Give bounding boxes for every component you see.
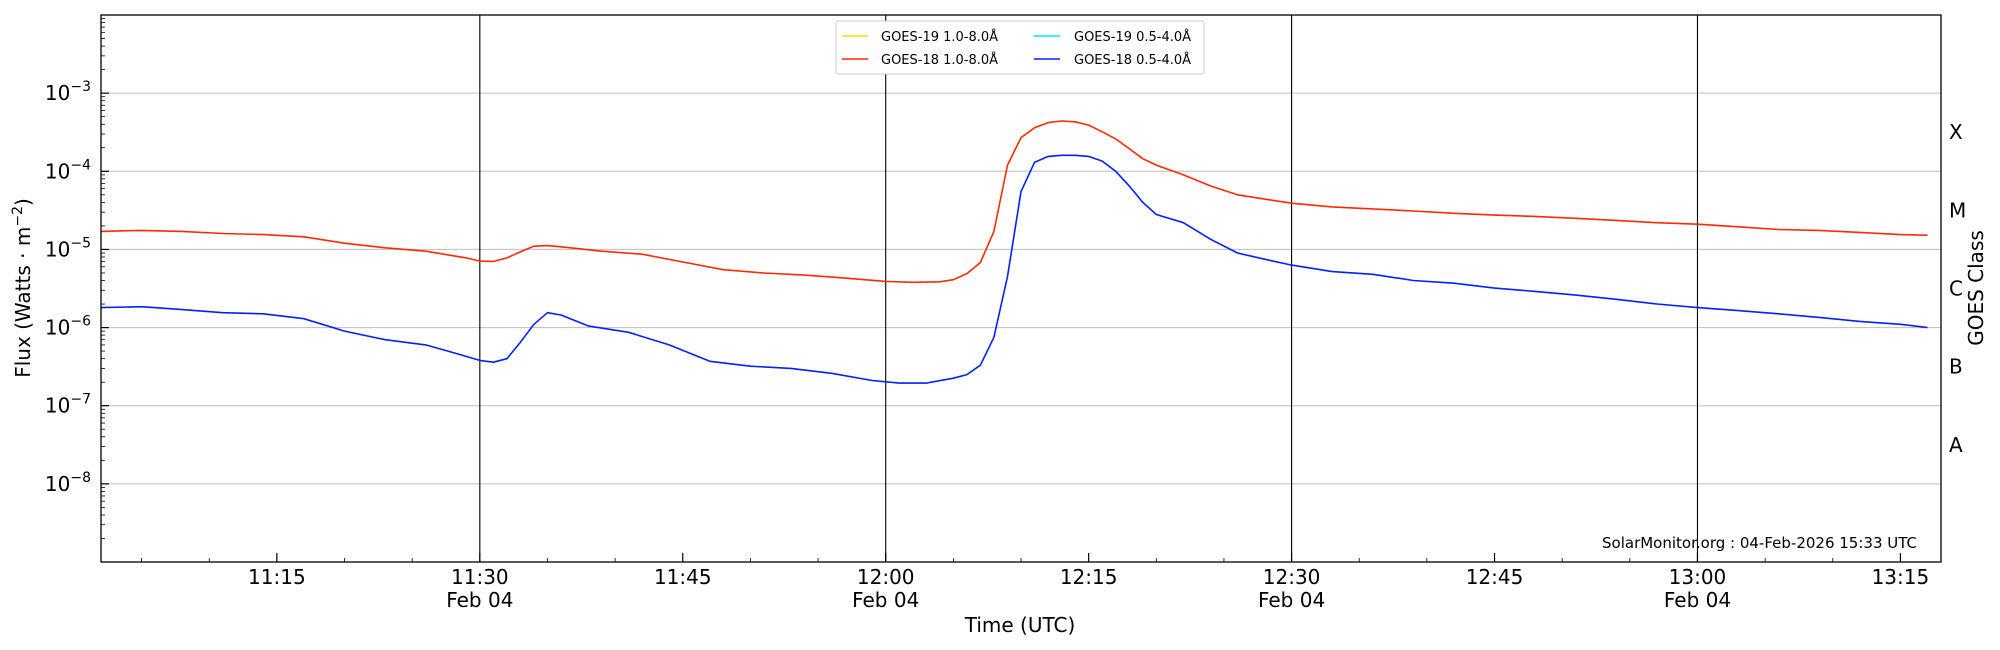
y-axis-title: Flux (Watts · m−2) [10, 198, 35, 378]
x-tick-label: 12:00 [857, 565, 915, 589]
x-tick-label: 11:30 [451, 565, 509, 589]
y-axis-title-main: Flux (Watts · m [11, 227, 35, 378]
vertical-reference-lines [479, 15, 1699, 562]
legend-box [835, 20, 1205, 75]
x-tick-label: 11:45 [654, 565, 712, 589]
goes-class-axis-title: GOES Class [1964, 230, 1988, 346]
x-tick-label: 13:15 [1872, 565, 1930, 589]
x-tick-date-label: Feb 04 [1664, 588, 1731, 612]
x-axis-title: Time (UTC) [964, 613, 1076, 637]
y-tick-base: 10 [45, 316, 70, 340]
y-tick-exponent: −7 [70, 392, 91, 408]
legend-label-goes19-long: GOES-19 1.0-8.0Å [881, 29, 998, 45]
legend-label-goes18-long: GOES-18 1.0-8.0Å [881, 52, 998, 68]
y-tick-base: 10 [45, 159, 70, 183]
x-tick-date-label: Feb 04 [446, 588, 513, 612]
y-tick-base: 10 [45, 237, 70, 261]
y-tick-exponent: −5 [70, 235, 91, 251]
goes-class-label: C [1949, 277, 1963, 301]
x-tick-label: 12:45 [1466, 565, 1524, 589]
x-tick-label: 12:15 [1060, 565, 1118, 589]
y-axis-title-close: ) [11, 198, 35, 206]
series-layer [100, 120, 1928, 384]
y-tick-label: 10−3 [45, 79, 91, 105]
goes-class-label: A [1949, 433, 1963, 457]
y-tick-exponent: −8 [70, 470, 91, 486]
x-tick-label: 11:15 [248, 565, 306, 589]
y-tick-label: 10−7 [45, 392, 91, 418]
goes-class-label: M [1949, 198, 1966, 222]
goes-class-label: X [1949, 120, 1963, 144]
y-tick-exponent: −3 [70, 79, 91, 95]
series-line-2 [100, 120, 1928, 284]
y-tick-exponent: −4 [70, 157, 91, 173]
y-tick-label: 10−4 [45, 157, 91, 183]
y-tick-base: 10 [45, 81, 70, 105]
y-tick-base: 10 [45, 472, 70, 496]
y-tick-label: 10−5 [45, 235, 91, 261]
series-line-3 [100, 154, 1928, 384]
legend-label-goes19-short: GOES-19 0.5-4.0Å [1074, 29, 1191, 45]
x-tick-date-label: Feb 04 [852, 588, 919, 612]
x-tick-label: 12:30 [1263, 565, 1321, 589]
tick-layer [101, 18, 1902, 562]
y-tick-base: 10 [45, 394, 70, 418]
legend: GOES-19 1.0-8.0Å GOES-18 1.0-8.0Å GOES-1… [835, 20, 1205, 75]
y-tick-label: 10−6 [45, 314, 91, 340]
legend-label-goes18-short: GOES-18 0.5-4.0Å [1074, 52, 1191, 68]
y-axis-title-exponent: −2 [10, 206, 26, 227]
goes-class-label: B [1949, 355, 1963, 379]
credit-text: SolarMonitor.org : 04-Feb-2026 15:33 UTC [1602, 534, 1917, 552]
x-tick-date-label: Feb 04 [1258, 588, 1325, 612]
x-tick-label: 13:00 [1669, 565, 1727, 589]
y-tick-label: 10−8 [45, 470, 91, 496]
y-tick-exponent: −6 [70, 314, 91, 330]
